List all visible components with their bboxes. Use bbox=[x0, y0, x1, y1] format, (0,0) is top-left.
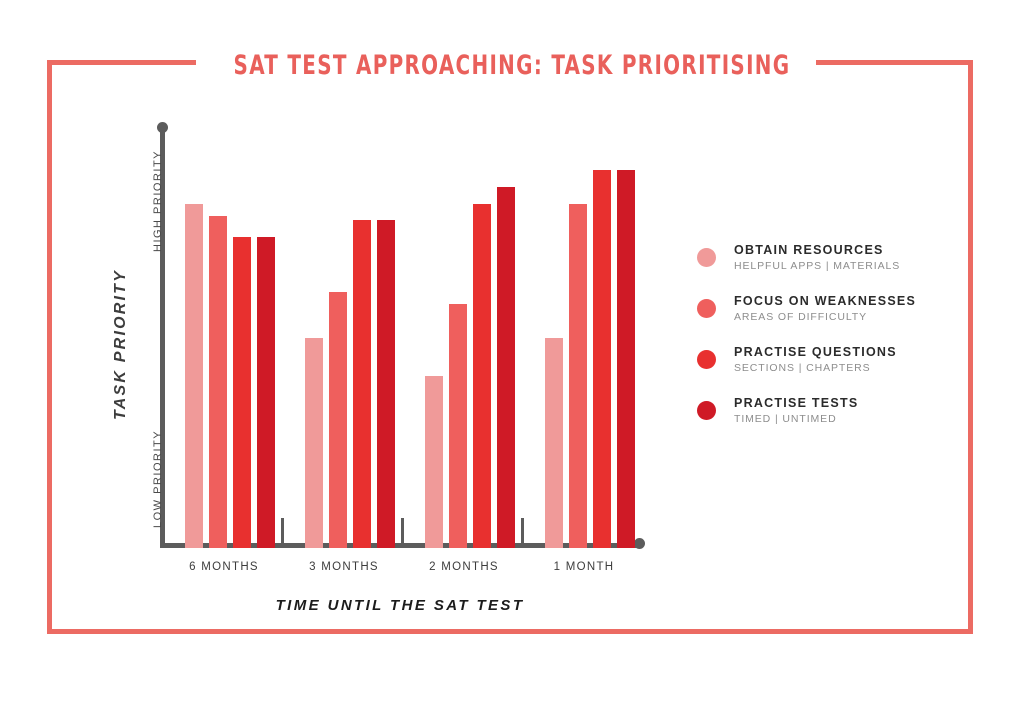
legend-color-dot-4 bbox=[697, 401, 716, 420]
legend-sublabel-3: SECTIONS | CHAPTERS bbox=[734, 362, 871, 374]
legend-item-3: PRACTISE QUESTIONS SECTIONS | CHAPTERS bbox=[697, 345, 947, 396]
legend-item-4: PRACTISE TESTS TIMED | UNTIMED bbox=[697, 396, 947, 447]
legend-color-dot-2 bbox=[697, 299, 716, 318]
legend-item-2: FOCUS ON WEAKNESSES AREAS OF DIFFICULTY bbox=[697, 294, 947, 345]
legend-color-dot-1 bbox=[697, 248, 716, 267]
legend-item-1: OBTAIN RESOURCES HELPFUL APPS | MATERIALS bbox=[697, 243, 947, 294]
legend-label-4: PRACTISE TESTS bbox=[734, 396, 859, 410]
chart-legend: OBTAIN RESOURCES HELPFUL APPS | MATERIALS… bbox=[697, 243, 947, 447]
page-title: SAT TEST APPROACHING: TASK PRIORITISING bbox=[233, 50, 791, 81]
legend-sublabel-1: HELPFUL APPS | MATERIALS bbox=[734, 260, 901, 272]
legend-label-3: PRACTISE QUESTIONS bbox=[734, 345, 897, 359]
legend-color-dot-3 bbox=[697, 350, 716, 369]
legend-label-2: FOCUS ON WEAKNESSES bbox=[734, 294, 917, 308]
legend-sublabel-2: AREAS OF DIFFICULTY bbox=[734, 311, 867, 323]
legend-label-1: OBTAIN RESOURCES bbox=[734, 243, 884, 257]
title-frame-gap bbox=[196, 48, 816, 78]
legend-sublabel-4: TIMED | UNTIMED bbox=[734, 413, 837, 425]
